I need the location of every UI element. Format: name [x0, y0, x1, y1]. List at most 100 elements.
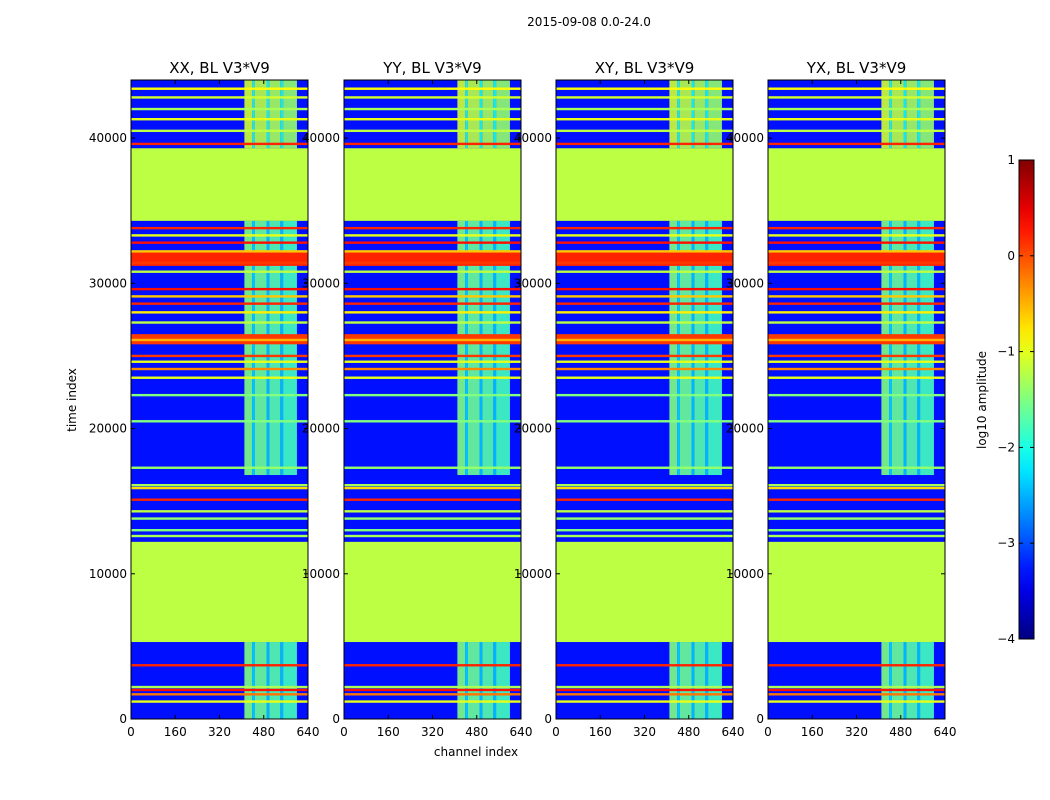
panel-2: YY, BL V3*V9 0 160 320 480 640 0 10000 20000 3000…	[302, 59, 533, 739]
heatmap-image	[768, 80, 945, 719]
rfi-block	[677, 220, 680, 476]
colorbar: 1 0 −1 −2 −3 −4 log10 amplitude	[975, 153, 1035, 646]
rfi-block	[254, 80, 267, 149]
rfi-block	[708, 220, 722, 476]
rfi-block	[694, 80, 706, 149]
colorbar-tick-label: 0	[1007, 249, 1015, 263]
bright-row	[768, 226, 945, 230]
panel-4: YX, BL V3*V9 0 160 320 480 640 0 10000 20000 3000…	[726, 59, 957, 739]
bright-row	[556, 498, 733, 501]
bright-row	[768, 529, 945, 532]
y-tick-label: 30000	[726, 276, 764, 290]
bright-row	[768, 354, 945, 358]
colorbar-label: log10 amplitude	[975, 351, 989, 449]
bright-row	[131, 664, 308, 667]
y-tick-label: 0	[119, 712, 127, 726]
x-tick-label: 0	[127, 725, 135, 739]
panel-title: XX, BL V3*V9	[169, 59, 270, 77]
rfi-block	[891, 642, 904, 719]
bright-row	[768, 534, 945, 538]
bright-row	[344, 261, 521, 265]
bright-row	[768, 510, 945, 513]
panel-title: YY, BL V3*V9	[382, 59, 481, 77]
x-tick-label: 640	[934, 725, 957, 739]
rfi-block	[906, 80, 918, 149]
y-tick-label: 10000	[726, 567, 764, 581]
rfi-block	[679, 80, 692, 149]
y-tick-label: 40000	[302, 131, 340, 145]
flagged-band	[131, 541, 308, 643]
rfi-block	[677, 80, 680, 149]
flagged-band	[556, 148, 733, 221]
rfi-block	[906, 220, 918, 476]
bright-row	[131, 107, 308, 111]
rfi-block	[669, 80, 678, 149]
rfi-block	[917, 80, 921, 149]
bright-row	[344, 688, 521, 692]
rfi-block	[280, 80, 284, 149]
bright-row	[768, 420, 945, 423]
bright-row	[344, 287, 521, 291]
bright-row	[344, 420, 521, 423]
bright-row	[131, 311, 308, 314]
rfi-block	[679, 220, 692, 476]
rfi-block	[467, 642, 480, 719]
rfi-block	[920, 220, 934, 476]
rfi-block	[479, 220, 483, 476]
bright-row	[556, 354, 733, 358]
rfi-block	[917, 220, 921, 476]
bright-row	[131, 261, 308, 265]
bright-row	[131, 420, 308, 423]
bright-row	[768, 295, 945, 298]
bright-row	[768, 517, 945, 520]
rfi-block	[669, 642, 678, 719]
panel-3: XY, BL V3*V9 0 160 320 480 640 0 10000 20000 3000…	[514, 59, 745, 739]
bright-row	[768, 129, 945, 133]
rfi-block	[244, 220, 253, 476]
bright-row	[556, 376, 733, 379]
panel-title: XY, BL V3*V9	[595, 59, 695, 77]
rfi-block	[283, 80, 297, 149]
bright-row	[131, 354, 308, 358]
y-tick-label: 40000	[514, 131, 552, 145]
rfi-block	[493, 642, 497, 719]
rfi-block	[881, 642, 890, 719]
colorbar-tick-label: −3	[997, 536, 1015, 550]
bright-row	[344, 354, 521, 358]
bright-row	[344, 107, 521, 111]
colorbar-gradient	[1018, 159, 1035, 640]
bright-row	[768, 498, 945, 501]
bright-row	[768, 107, 945, 111]
bright-row	[768, 367, 945, 371]
rfi-block	[269, 80, 281, 149]
bright-row	[344, 270, 521, 273]
heatmap-image	[344, 80, 521, 719]
bright-row	[768, 87, 945, 90]
colorbar-tick-label: −4	[997, 632, 1015, 646]
bright-row	[556, 234, 733, 237]
rfi-block	[889, 642, 892, 719]
flagged-band	[768, 541, 945, 643]
bright-row	[131, 517, 308, 520]
bright-row	[344, 685, 521, 689]
figure-title: 2015-09-08 0.0-24.0	[527, 15, 651, 29]
rfi-block	[694, 220, 706, 476]
rfi-block	[496, 80, 510, 149]
bright-row	[131, 367, 308, 371]
y-tick-label: 40000	[89, 131, 127, 145]
bright-row	[344, 483, 521, 487]
x-tick-label: 0	[552, 725, 560, 739]
heatmap-panels: XX, BL V3*V9 0 160 320 480 640 0 10000 20000 3000…	[89, 59, 957, 739]
x-tick-label: 160	[589, 725, 612, 739]
bright-row	[131, 96, 308, 99]
bright-row	[768, 270, 945, 273]
bright-row	[768, 688, 945, 692]
flagged-band	[768, 148, 945, 221]
bright-row	[768, 664, 945, 667]
x-tick-label: 640	[510, 725, 533, 739]
bright-row	[556, 517, 733, 520]
bright-row	[344, 226, 521, 230]
bright-row	[131, 393, 308, 397]
rfi-block	[891, 220, 904, 476]
bright-row	[344, 234, 521, 237]
